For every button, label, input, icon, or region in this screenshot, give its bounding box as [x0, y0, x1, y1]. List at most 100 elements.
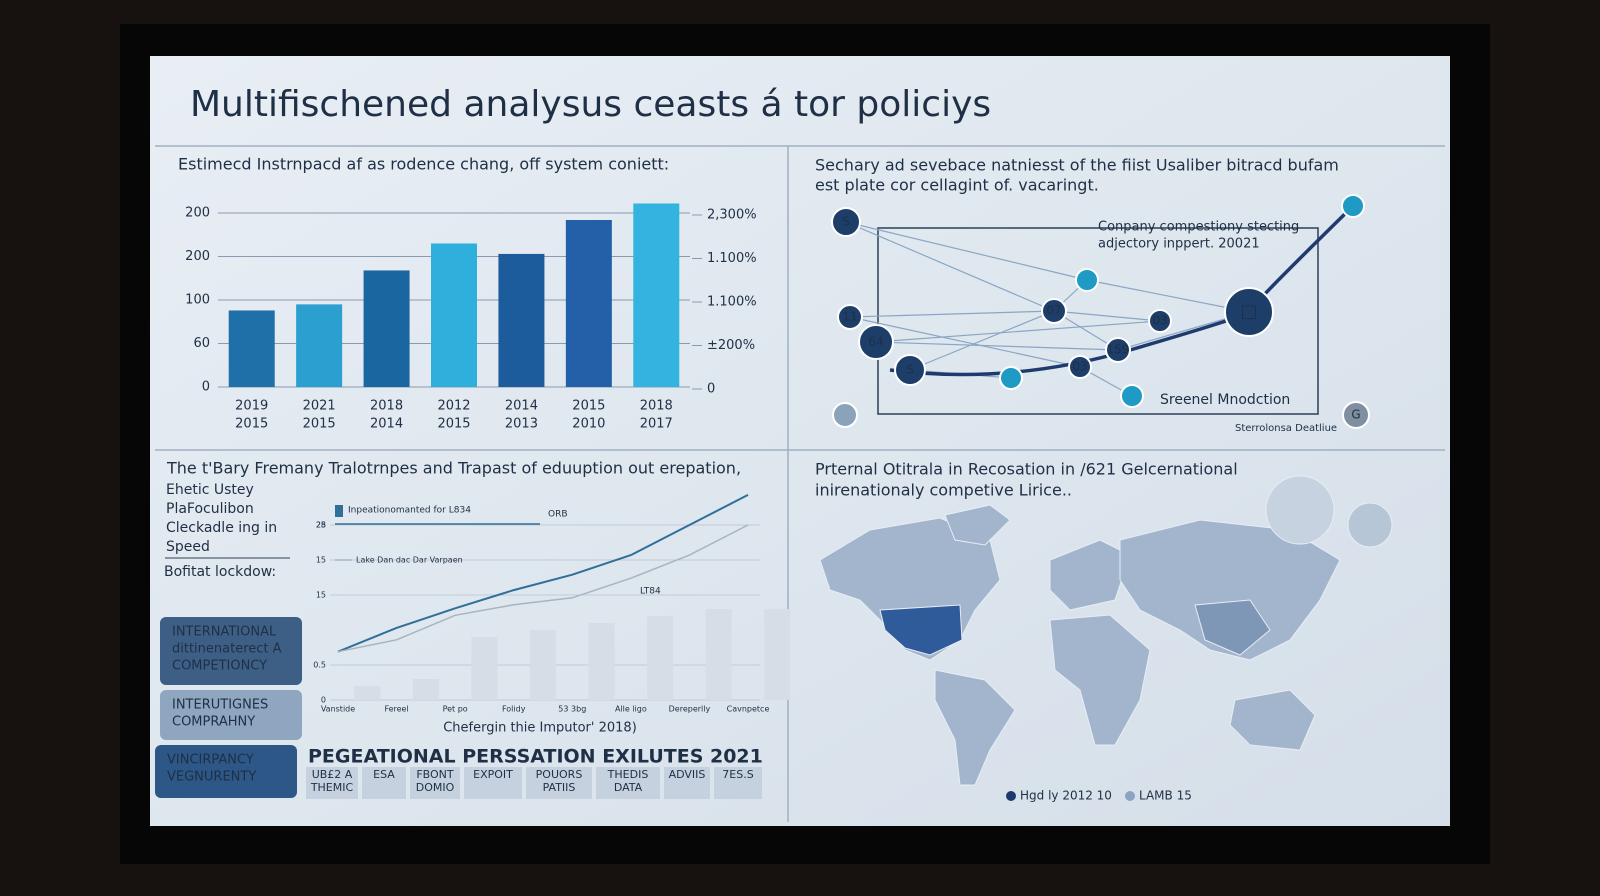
- strip-cell-label: THEMIC: [310, 781, 354, 794]
- strip-cell-label: DATA: [614, 781, 643, 794]
- legend-dot: [1125, 791, 1135, 801]
- legend-swatch: [335, 505, 343, 517]
- strip-cell: [664, 767, 710, 799]
- chart-title: The t'Bary Fremany Tralotrnpes and Trapa…: [166, 459, 741, 478]
- x-tick-label: 2017: [640, 417, 673, 432]
- australia: [1229, 689, 1316, 751]
- y-tick-label: 28: [316, 521, 326, 530]
- sidebar-subtitle: Bofitat lockdow:: [164, 564, 276, 580]
- decor: [1347, 502, 1393, 548]
- button-label: INTERNATIONAL: [172, 625, 277, 640]
- y2-tick-label: 0: [707, 382, 715, 397]
- line: [337, 524, 749, 653]
- node-label: S: [906, 363, 914, 377]
- strip-cell: [362, 767, 406, 799]
- node: [858, 324, 894, 360]
- x-tick-label: Alle ligo: [615, 705, 647, 714]
- node-label: □: [1240, 301, 1257, 322]
- x-tick-label: Pet po: [443, 705, 468, 714]
- x-tick-label: 2014: [370, 417, 403, 432]
- trend-curve: [889, 204, 1355, 377]
- edge: [1053, 310, 1161, 322]
- button[interactable]: [155, 745, 297, 798]
- node-label: 03: [1072, 360, 1087, 374]
- y-tick-label: 0: [202, 380, 210, 395]
- y-tick-label: 25: [316, 521, 326, 530]
- strip-cell-label: 7ES.S: [722, 768, 753, 781]
- bar: [498, 253, 545, 387]
- node: [1075, 268, 1099, 292]
- sidebar-text: Speed: [166, 539, 210, 555]
- node: [1120, 384, 1144, 408]
- x-tick-label: 53 3bg: [558, 705, 586, 714]
- bar: [764, 609, 791, 700]
- edge: [875, 341, 1119, 351]
- node: [1148, 309, 1172, 333]
- edge: [849, 316, 1081, 368]
- y-tick-label: 0: [321, 696, 326, 705]
- callout: adjectory inppert. 20021: [1098, 237, 1260, 252]
- strip-cell: [714, 767, 762, 799]
- button-label: COMPETIONCY: [172, 659, 267, 674]
- y-tick-label: 100: [185, 293, 210, 308]
- strip-cell: [464, 767, 522, 799]
- x-tick-label: 2021: [303, 399, 336, 414]
- y2-tick-label: ±200%: [707, 338, 755, 353]
- x-tick-label: 2014: [505, 399, 538, 414]
- y-tick-label: 15: [316, 556, 326, 565]
- node-label: 11: [842, 310, 857, 324]
- node: [1224, 287, 1274, 337]
- y2-tick-label: 2,300%: [707, 208, 757, 223]
- legend-dot: [1006, 791, 1016, 801]
- y2-tick-label: 1.100%: [707, 295, 757, 310]
- strip-cell-label: PATIIS: [543, 781, 576, 794]
- europe: [1049, 539, 1131, 611]
- button-label: INTERUTIGNES: [172, 698, 268, 713]
- button-label: COMPRAHNY: [172, 715, 255, 730]
- legend-label: Inpeationomanted for L834: [348, 506, 471, 516]
- bar: [565, 220, 612, 387]
- node: [1342, 401, 1370, 429]
- strip-cell-label: ESA: [373, 768, 395, 781]
- bar: [633, 203, 680, 387]
- strip-cell-label: DOMIO: [416, 781, 455, 794]
- button[interactable]: [160, 617, 302, 685]
- strip-cell-label: UB£2 A: [312, 768, 353, 781]
- node: [894, 354, 926, 386]
- x-tick-label: 2018: [370, 399, 403, 414]
- x-tick-label: 2015: [235, 417, 268, 432]
- strip-cell-label: THEDIS: [607, 768, 649, 781]
- bar: [228, 310, 275, 387]
- node-label: 07: [1046, 304, 1061, 318]
- chart-title: Estimecd Instrnpacd af as rodence chang,…: [178, 155, 669, 174]
- china: [1194, 599, 1271, 656]
- edge: [1086, 279, 1250, 313]
- sidebar-text: Ehetic Ustey: [166, 482, 254, 498]
- greenland: [944, 504, 1011, 546]
- decor: [1265, 475, 1335, 545]
- x-tick-label: Dereperlly: [669, 705, 711, 714]
- button[interactable]: [160, 690, 302, 740]
- y-tick-label: 15: [316, 591, 326, 600]
- caption: Sreenel Mnodction: [1160, 392, 1290, 408]
- x-tick-label: 2010: [572, 417, 605, 432]
- bar: [471, 637, 498, 700]
- node: [1341, 194, 1365, 218]
- edge: [845, 221, 1055, 312]
- strip-cell: [596, 767, 660, 799]
- node-label: G: [1351, 408, 1360, 422]
- x-tick-label: Vanstide: [321, 705, 355, 714]
- node-label: 64: [868, 335, 883, 349]
- x-tick-label: 2013: [505, 417, 538, 432]
- callout: Conpany compestiony stecting: [1098, 220, 1299, 235]
- annotation: ORB: [548, 510, 568, 520]
- legend-label: Hgd ly 2012 10: [1020, 789, 1112, 803]
- button-label: VINCIRPANCY: [167, 753, 254, 768]
- legend-label: LT84: [640, 587, 661, 597]
- node: [831, 207, 861, 237]
- x-tick-label: Fereel: [384, 705, 408, 714]
- panel-title: inirenationaly competive Lirice..: [815, 481, 1072, 500]
- strip-cell-label: ADVIIS: [669, 768, 706, 781]
- node: [832, 402, 858, 428]
